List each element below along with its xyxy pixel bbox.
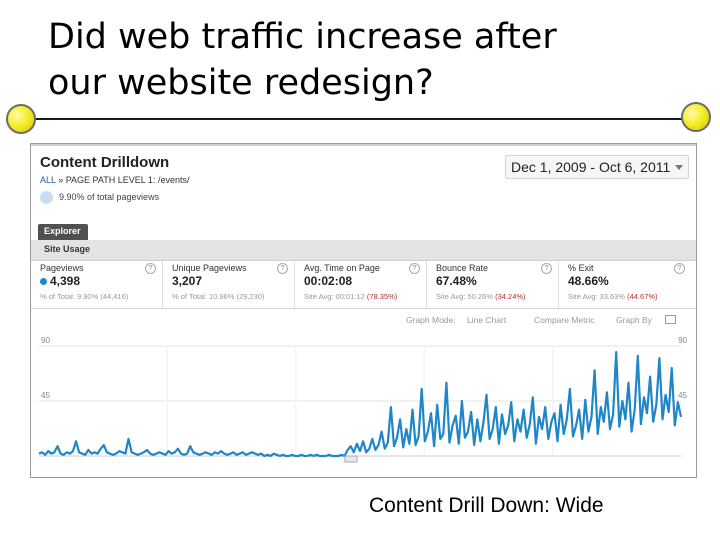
tab-explorer[interactable]: Explorer [38, 224, 88, 240]
metric-site-avg: Site Avg: 50.26% [436, 292, 493, 301]
metric-pageviews[interactable]: Pageviews 4,398 % of Total: 9.90% (44,41… [31, 261, 163, 308]
range-scroll-handle[interactable] [344, 455, 358, 463]
y-tick-label-left: 90 [41, 336, 50, 345]
metric-site-avg-pct: (44.67%) [627, 292, 658, 301]
divider-left-bullet [6, 104, 36, 134]
metric-name: Bounce Rate [436, 263, 489, 273]
metric-sub: % of Total: 10.96% (29,230) [172, 292, 265, 301]
subtab-bar: Site Usage [31, 240, 696, 261]
series-dot-icon [40, 278, 47, 286]
metrics-row: Pageviews 4,398 % of Total: 9.90% (44,41… [31, 261, 696, 309]
graph-mode-label: Graph Mode: [406, 315, 456, 325]
metric-value: 67.48% [436, 274, 477, 288]
divider-right-bullet [681, 102, 711, 132]
pct-of-total-text: 9.90% of total pageviews [59, 191, 160, 202]
metric-site-avg-pct: (78.35%) [366, 292, 398, 301]
slide-title: Did web traffic increase after our websi… [48, 14, 668, 106]
y-tick-label-right: 45 [678, 391, 687, 400]
help-icon[interactable]: ? [674, 263, 685, 274]
metric-name: Avg. Time on Page [304, 263, 380, 273]
graph-mode-select[interactable]: Line Chart [467, 315, 507, 325]
metric-value: 3,207 [172, 274, 203, 288]
metric-unique-pageviews[interactable]: Unique Pageviews 3,207 % of Total: 10.96… [163, 261, 295, 308]
metric-value: 48.66% [568, 274, 609, 288]
metric-exit[interactable]: % Exit 48.66% Site Avg: 33.63% (44.67%) … [559, 261, 691, 308]
pct-of-total-row: 9.90% of total pageviews [40, 191, 159, 204]
slide-caption: Content Drill Down: Wide [369, 494, 604, 517]
date-range-text: Dec 1, 2009 - Oct 6, 2011 [511, 159, 671, 175]
help-icon[interactable]: ? [145, 263, 156, 274]
metric-sub: Site Avg: 50.26% (34.24%) [436, 292, 558, 301]
graph-by-select[interactable]: Graph By [616, 315, 652, 325]
slide-title-line-2: our website redesign? [48, 63, 434, 103]
series-line-pageviews [38, 351, 683, 458]
metric-sub: Site Avg: 33.63% (44.67%) [568, 292, 691, 301]
screenshot-top-edge [31, 144, 696, 146]
metric-site-avg-pct: (34.24%) [495, 292, 526, 301]
date-range-selector[interactable]: Dec 1, 2009 - Oct 6, 2011 [505, 155, 689, 179]
compare-metric-select[interactable]: Compare Metric [534, 315, 595, 325]
metric-value: 4,398 [50, 274, 81, 288]
breadcrumb-all-link[interactable]: ALL [40, 175, 56, 185]
chevron-down-icon [675, 165, 683, 170]
pageviews-line-chart: 90 90 45 45 [38, 336, 688, 463]
metric-sub: Site Avg: 00:01:12 (78.35%) [304, 292, 426, 301]
breadcrumb: ALL » PAGE PATH LEVEL 1: /events/ [40, 175, 189, 185]
breadcrumb-path: /events/ [157, 175, 190, 185]
report-title: Content Drilldown [40, 154, 170, 171]
pie-icon [40, 191, 53, 204]
y-tick-label-left: 45 [41, 391, 50, 400]
metric-sub: % of Total: 9.90% (44,416) [40, 292, 129, 301]
analytics-screenshot: Content Drilldown ALL » PAGE PATH LEVEL … [30, 143, 697, 478]
help-icon[interactable]: ? [409, 263, 420, 274]
graph-controls: Graph Mode: Line Chart Compare Metric Gr… [31, 315, 696, 329]
metric-site-avg: Site Avg: 00:01:12 [304, 292, 365, 301]
graph-options-icon[interactable] [665, 315, 676, 324]
metric-name: Pageviews [40, 263, 84, 273]
metric-bounce-rate[interactable]: Bounce Rate 67.48% Site Avg: 50.26% (34.… [427, 261, 559, 308]
metric-site-avg: Site Avg: 33.63% [568, 292, 625, 301]
slide-title-line-1: Did web traffic increase after [48, 17, 557, 57]
title-divider [24, 118, 698, 120]
metric-value: 00:02:08 [304, 274, 353, 288]
y-tick-label-right: 90 [678, 336, 687, 345]
help-icon[interactable]: ? [277, 263, 288, 274]
breadcrumb-level: » PAGE PATH LEVEL 1: [58, 175, 156, 185]
metric-name: Unique Pageviews [172, 263, 247, 273]
metric-avg-time-on-page[interactable]: Avg. Time on Page 00:02:08 Site Avg: 00:… [295, 261, 427, 308]
help-icon[interactable]: ? [541, 263, 552, 274]
subtab-site-usage[interactable]: Site Usage [44, 244, 91, 254]
metric-name: % Exit [568, 263, 594, 273]
